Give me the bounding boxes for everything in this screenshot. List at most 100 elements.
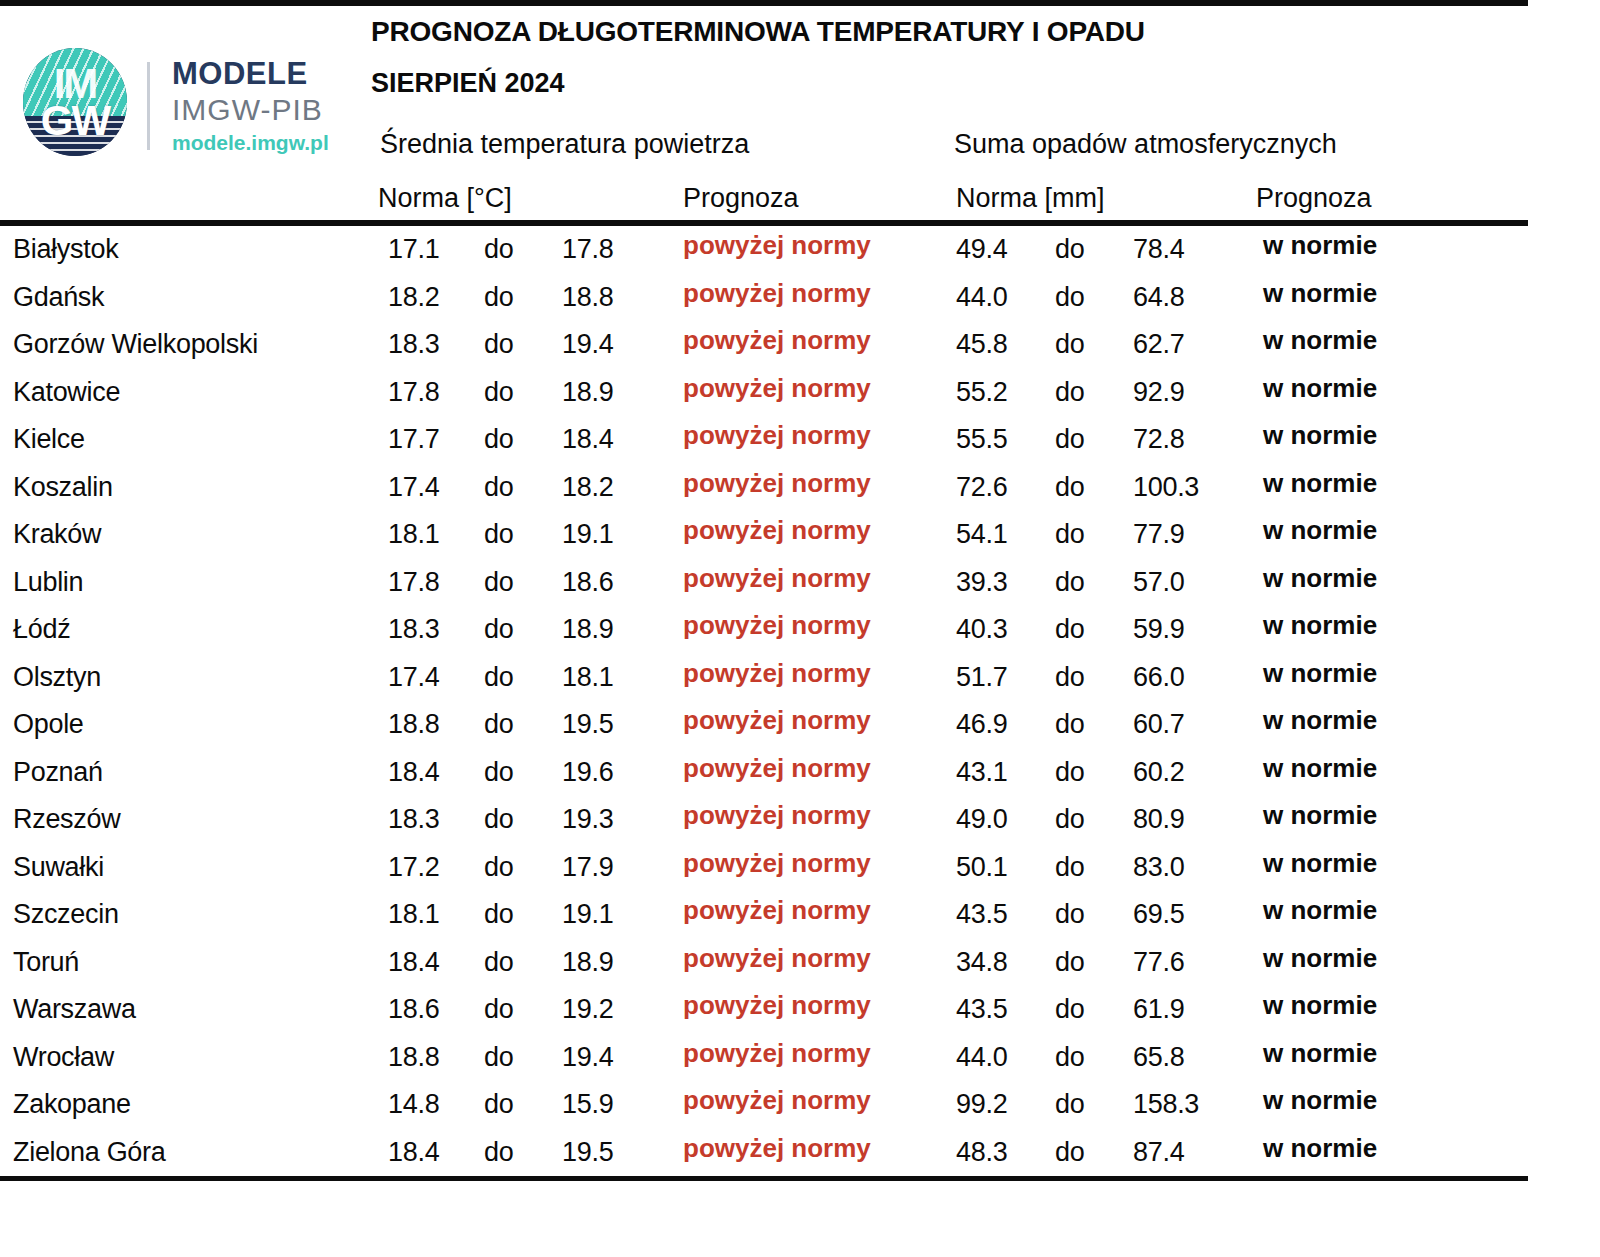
temp-forecast-value: powyżej normy	[683, 373, 956, 404]
precip-max-value: 77.9	[1133, 519, 1263, 550]
do-separator: do	[484, 424, 562, 455]
do-separator: do	[484, 1137, 562, 1168]
precip-forecast-value: w normie	[1263, 1133, 1528, 1164]
precip-min-value: 55.2	[956, 377, 1055, 408]
do-separator: do	[1055, 709, 1133, 740]
precip-max-value: 65.8	[1133, 1042, 1263, 1073]
logo-brand-name: MODELE	[172, 56, 308, 92]
temp-forecast-value: powyżej normy	[683, 230, 956, 261]
do-separator: do	[484, 947, 562, 978]
do-separator: do	[1055, 757, 1133, 788]
do-separator: do	[484, 804, 562, 835]
do-separator: do	[1055, 804, 1133, 835]
temp-forecast-value: powyżej normy	[683, 800, 956, 831]
temp-max-value: 18.9	[562, 947, 683, 978]
do-separator: do	[484, 472, 562, 503]
top-border-line	[0, 0, 1528, 6]
table-row: Suwałki 17.2 do 17.9 powyżej normy 50.1 …	[0, 844, 1528, 892]
page-subtitle: SIERPIEŃ 2024	[371, 68, 565, 99]
table-row: Zielona Góra 18.4 do 19.5 powyżej normy …	[0, 1129, 1528, 1177]
page: IM GW MODELE IMGW-PIB modele.imgw.pl PRO…	[0, 0, 1600, 1257]
city-name: Białystok	[0, 234, 388, 265]
temp-max-value: 18.9	[562, 377, 683, 408]
city-name: Poznań	[0, 757, 388, 788]
precip-min-value: 72.6	[956, 472, 1055, 503]
temp-max-value: 18.8	[562, 282, 683, 313]
precip-min-value: 34.8	[956, 947, 1055, 978]
precip-min-value: 51.7	[956, 662, 1055, 693]
page-title: PROGNOZA DŁUGOTERMINOWA TEMPERATURY I OP…	[371, 16, 1145, 48]
temp-forecast-value: powyżej normy	[683, 1133, 956, 1164]
temp-forecast-value: powyżej normy	[683, 468, 956, 499]
do-separator: do	[484, 234, 562, 265]
do-separator: do	[484, 1042, 562, 1073]
temp-section-header: Średnia temperatura powietrza	[380, 129, 749, 160]
precip-min-value: 49.0	[956, 804, 1055, 835]
do-separator: do	[484, 662, 562, 693]
precip-min-value: 50.1	[956, 852, 1055, 883]
temp-forecast-value: powyżej normy	[683, 895, 956, 926]
temp-min-value: 18.8	[388, 1042, 484, 1073]
precip-min-value: 45.8	[956, 329, 1055, 360]
temp-forecast-value: powyżej normy	[683, 278, 956, 309]
precip-norm-column-header: Norma [mm]	[956, 183, 1105, 214]
do-separator: do	[484, 852, 562, 883]
do-separator: do	[1055, 424, 1133, 455]
temp-max-value: 19.3	[562, 804, 683, 835]
precip-forecast-value: w normie	[1263, 895, 1528, 926]
temp-min-value: 18.1	[388, 519, 484, 550]
temp-min-value: 18.8	[388, 709, 484, 740]
city-name: Kielce	[0, 424, 388, 455]
precip-max-value: 158.3	[1133, 1089, 1263, 1120]
precip-min-value: 43.5	[956, 899, 1055, 930]
do-separator: do	[484, 377, 562, 408]
precip-min-value: 44.0	[956, 1042, 1055, 1073]
do-separator: do	[1055, 519, 1133, 550]
precip-max-value: 60.7	[1133, 709, 1263, 740]
temp-max-value: 19.1	[562, 899, 683, 930]
temp-min-value: 17.8	[388, 567, 484, 598]
temp-min-value: 17.4	[388, 662, 484, 693]
table-row: Toruń 18.4 do 18.9 powyżej normy 34.8 do…	[0, 939, 1528, 987]
temp-forecast-value: powyżej normy	[683, 1085, 956, 1116]
city-name: Łódź	[0, 614, 388, 645]
table-row: Zakopane 14.8 do 15.9 powyżej normy 99.2…	[0, 1081, 1528, 1129]
precip-max-value: 69.5	[1133, 899, 1263, 930]
precip-forecast-value: w normie	[1263, 705, 1528, 736]
temp-max-value: 18.9	[562, 614, 683, 645]
temp-min-value: 18.4	[388, 947, 484, 978]
do-separator: do	[484, 1089, 562, 1120]
logo-org-name: IMGW-PIB	[172, 93, 323, 127]
city-name: Suwałki	[0, 852, 388, 883]
precip-min-value: 99.2	[956, 1089, 1055, 1120]
temp-max-value: 19.5	[562, 1137, 683, 1168]
temp-min-value: 17.7	[388, 424, 484, 455]
temp-forecast-value: powyżej normy	[683, 325, 956, 356]
temp-forecast-value: powyżej normy	[683, 1038, 956, 1069]
temp-min-value: 18.3	[388, 329, 484, 360]
table-row: Białystok 17.1 do 17.8 powyżej normy 49.…	[0, 226, 1528, 274]
temp-min-value: 18.4	[388, 1137, 484, 1168]
precip-min-value: 43.5	[956, 994, 1055, 1025]
table-row: Rzeszów 18.3 do 19.3 powyżej normy 49.0 …	[0, 796, 1528, 844]
do-separator: do	[484, 519, 562, 550]
city-name: Rzeszów	[0, 804, 388, 835]
precip-max-value: 66.0	[1133, 662, 1263, 693]
city-name: Toruń	[0, 947, 388, 978]
temp-min-value: 17.8	[388, 377, 484, 408]
precip-forecast-value: w normie	[1263, 230, 1528, 261]
temp-max-value: 18.6	[562, 567, 683, 598]
do-separator: do	[1055, 1137, 1133, 1168]
city-name: Gdańsk	[0, 282, 388, 313]
precip-max-value: 59.9	[1133, 614, 1263, 645]
table-row: Koszalin 17.4 do 18.2 powyżej normy 72.6…	[0, 464, 1528, 512]
table-row: Katowice 17.8 do 18.9 powyżej normy 55.2…	[0, 369, 1528, 417]
temp-min-value: 18.6	[388, 994, 484, 1025]
temp-min-value: 18.1	[388, 899, 484, 930]
city-name: Lublin	[0, 567, 388, 598]
temp-max-value: 19.2	[562, 994, 683, 1025]
precip-max-value: 83.0	[1133, 852, 1263, 883]
logo-url: modele.imgw.pl	[172, 131, 329, 155]
city-name: Zielona Góra	[0, 1137, 388, 1168]
temp-max-value: 17.8	[562, 234, 683, 265]
